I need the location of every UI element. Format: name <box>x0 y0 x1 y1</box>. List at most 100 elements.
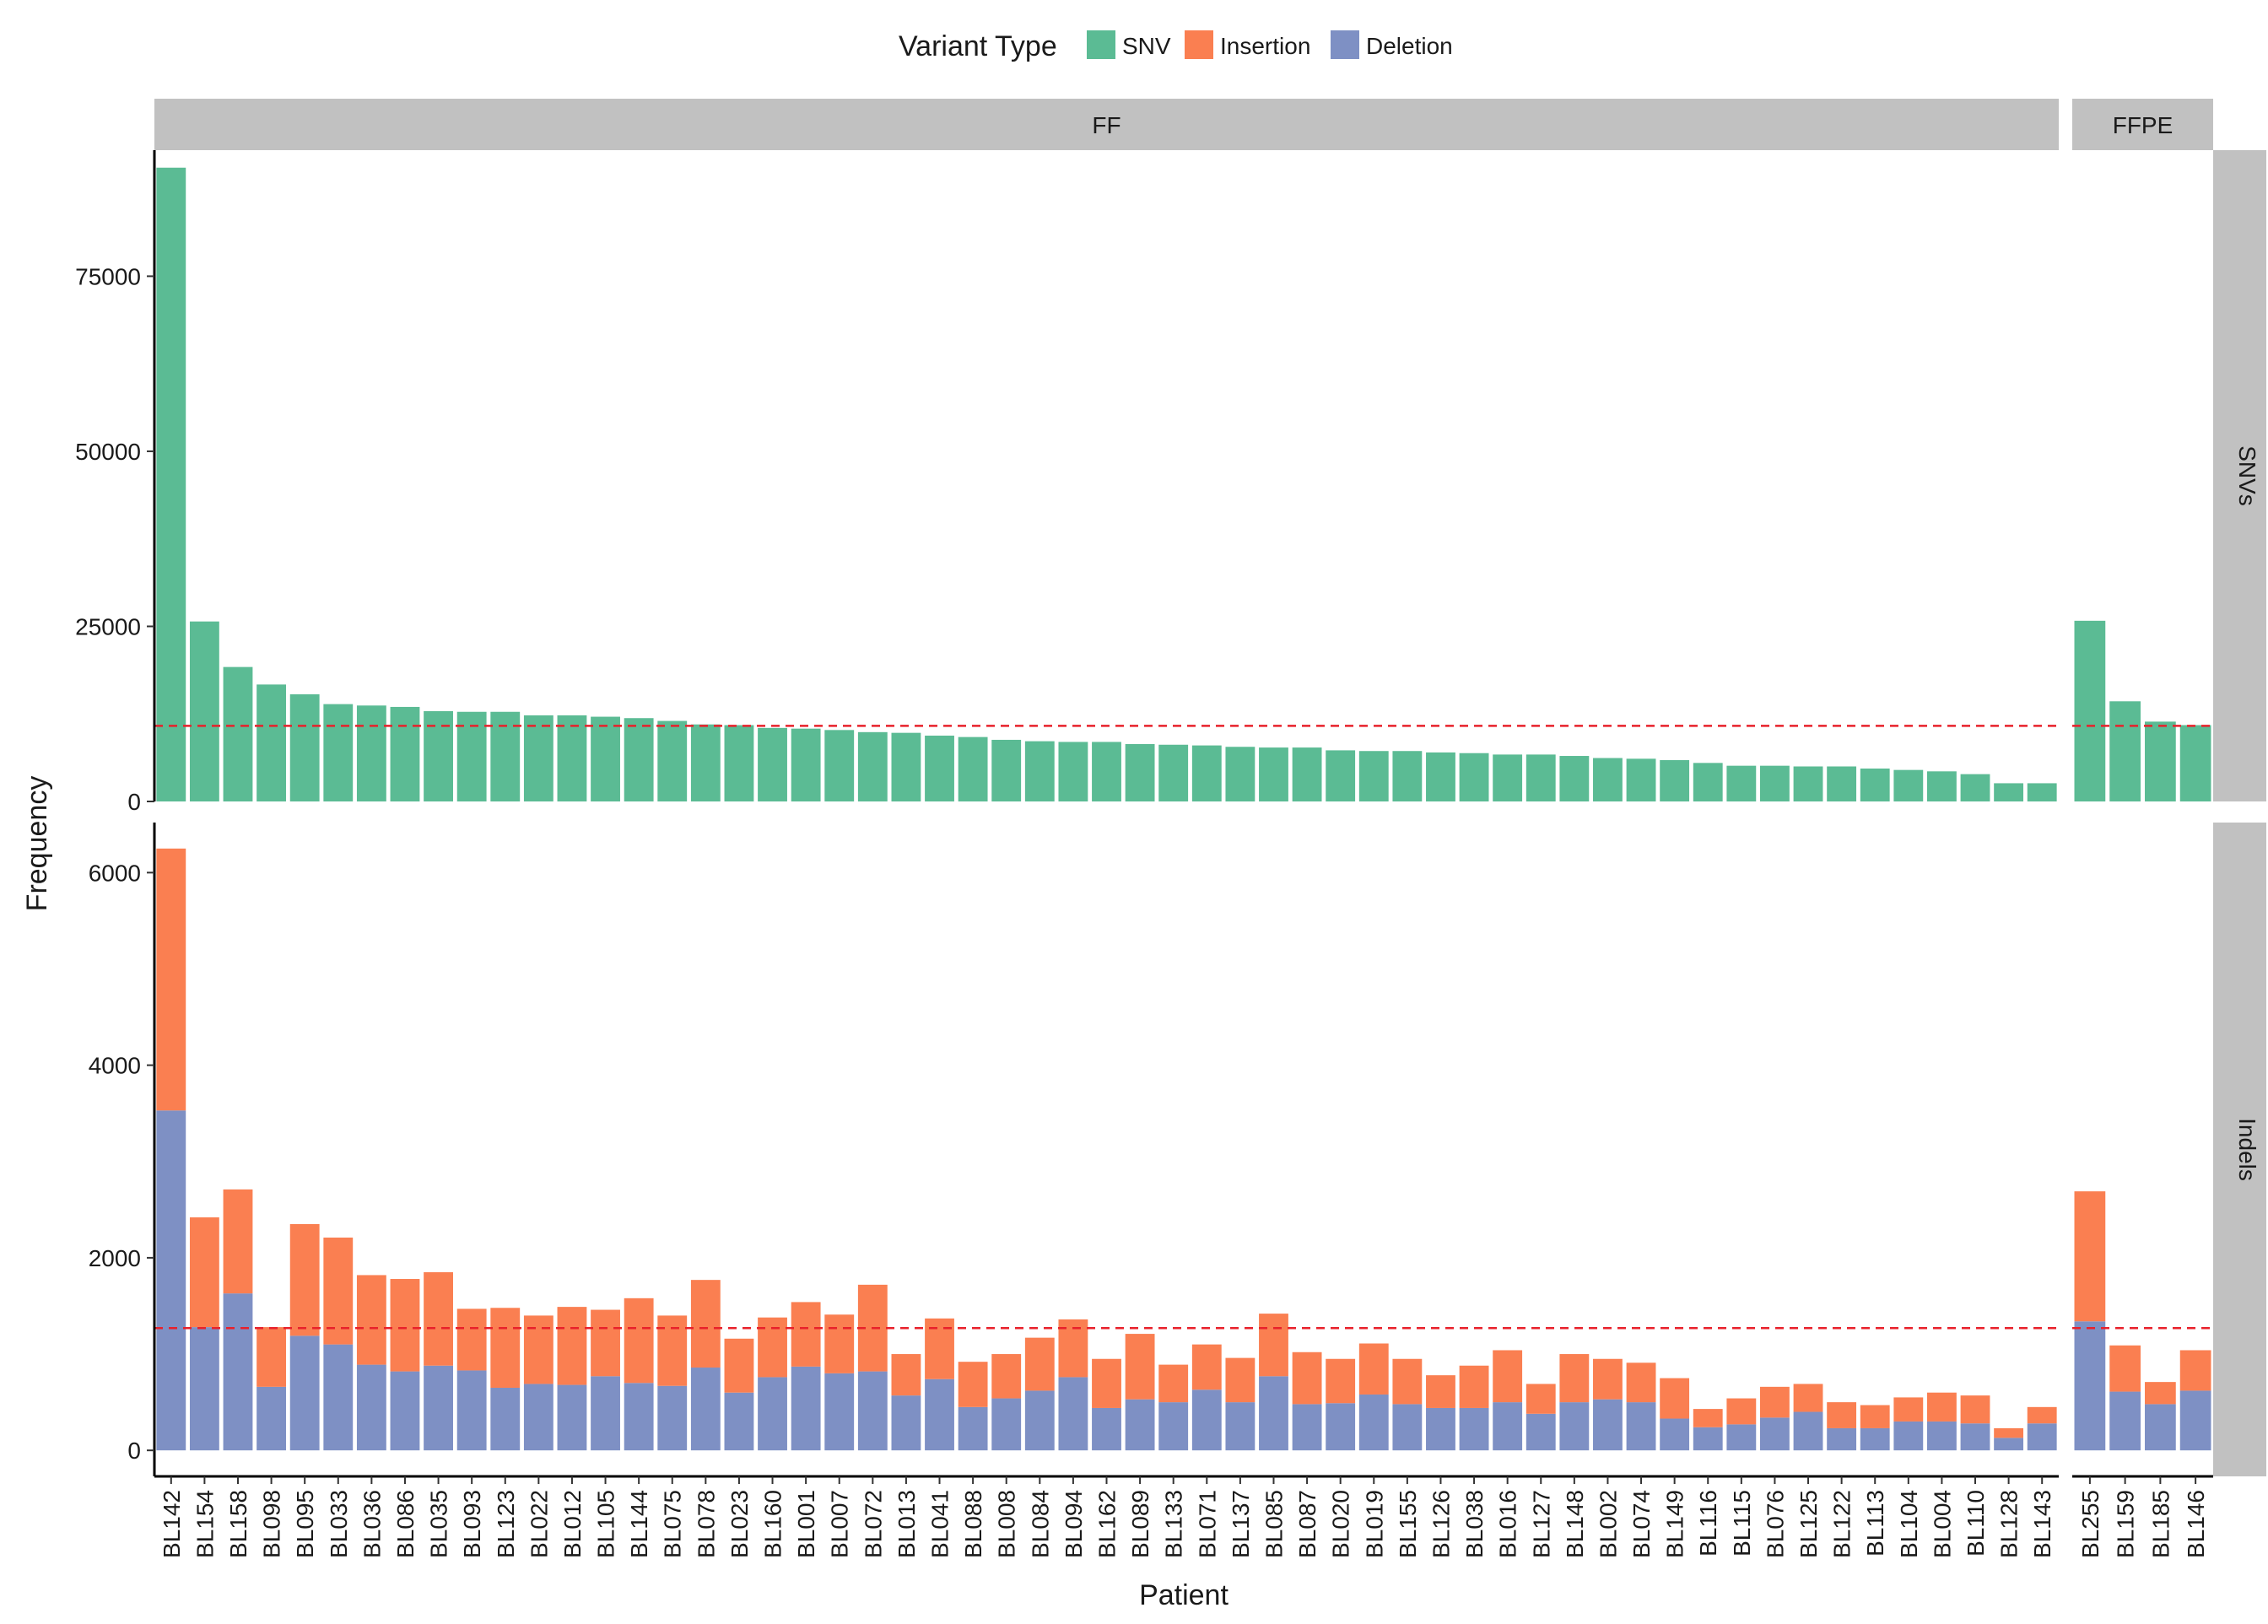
bar-insertion-bl162 <box>1092 1358 1121 1408</box>
bar-snv-bl255 <box>2074 620 2106 801</box>
bar-insertion-bl110 <box>1960 1395 1990 1424</box>
bar-deletion-bl016 <box>1493 1402 1523 1451</box>
bar-snv-bl110 <box>1960 774 1990 801</box>
bar-insertion-bl144 <box>624 1298 654 1384</box>
bar-deletion-bl013 <box>891 1395 921 1451</box>
bar-snv-bl016 <box>1493 754 1523 801</box>
bar-insertion-bl019 <box>1358 1343 1389 1395</box>
bar-snv-bl008 <box>991 739 1022 801</box>
strip-snvs <box>2213 150 2266 801</box>
y-axis-title: Frequency <box>21 776 53 912</box>
bar-insertion-bl122 <box>1827 1402 1857 1428</box>
bar-insertion-bl071 <box>1191 1344 1222 1390</box>
bar-insertion-bl013 <box>891 1354 921 1396</box>
bar-deletion-bl012 <box>557 1384 587 1451</box>
bar-deletion-bl123 <box>490 1387 521 1451</box>
x-tick-label-bl142: BL142 <box>159 1490 185 1558</box>
bar-snv-bl001 <box>791 728 821 801</box>
x-tick-label-bl104: BL104 <box>1896 1490 1922 1558</box>
bar-insertion-bl116 <box>1693 1409 1723 1427</box>
bar-snv-bl113 <box>1860 768 1890 801</box>
bar-insertion-bl085 <box>1259 1314 1288 1377</box>
facet-strips: FF FFPE SNVs Indels <box>154 99 2266 1476</box>
bar-insertion-bl004 <box>1926 1392 1957 1422</box>
x-tick-label-bl137: BL137 <box>1228 1490 1254 1558</box>
bar-snv-bl159 <box>2109 701 2141 801</box>
bar-insertion-bl086 <box>390 1279 420 1372</box>
x-tick-label-bl116: BL116 <box>1695 1490 1721 1557</box>
bar-insertion-bl154 <box>189 1217 219 1328</box>
bar-deletion-bl185 <box>2145 1404 2176 1451</box>
bar-snv-bl074 <box>1626 758 1656 801</box>
bar-deletion-bl001 <box>791 1366 821 1451</box>
bar-snv-bl116 <box>1693 763 1723 801</box>
x-tick-label-bl159: BL159 <box>2113 1490 2139 1558</box>
x-tick-label-bl004: BL004 <box>1929 1490 1955 1558</box>
bar-deletion-bl075 <box>657 1385 688 1451</box>
bar-insertion-bl093 <box>456 1308 487 1371</box>
bar-deletion-bl154 <box>189 1327 219 1451</box>
x-tick-label-bl075: BL075 <box>660 1490 686 1558</box>
bar-insertion-bl035 <box>424 1272 453 1366</box>
bar-snv-bl144 <box>624 718 654 801</box>
bar-insertion-bl158 <box>223 1189 253 1294</box>
x-tick-label-bl019: BL019 <box>1361 1490 1387 1558</box>
x-tick-label-bl123: BL123 <box>493 1490 519 1558</box>
x-tick-label-bl013: BL013 <box>894 1490 920 1558</box>
bar-deletion-bl142 <box>156 1110 186 1451</box>
x-tick-label-bl155: BL155 <box>1395 1490 1421 1558</box>
bar-insertion-bl142 <box>156 848 186 1111</box>
x-tick-label-bl185: BL185 <box>2147 1490 2174 1558</box>
bar-snv-bl088 <box>958 736 988 801</box>
x-tick-label-bl078: BL078 <box>693 1490 719 1558</box>
bar-snv-bl154 <box>189 621 219 801</box>
bar-insertion-bl133 <box>1158 1364 1189 1403</box>
bar-insertion-bl076 <box>1760 1386 1790 1418</box>
x-tick-label-bl113: BL113 <box>1862 1490 1888 1557</box>
bar-deletion-bl089 <box>1125 1399 1155 1451</box>
x-tick-label-bl158: BL158 <box>225 1490 251 1558</box>
panel-indels-ffpe <box>2072 1191 2213 1451</box>
bar-deletion-bl038 <box>1459 1407 1489 1451</box>
strip-label-ff: FF <box>1092 112 1120 138</box>
bar-snv-bl072 <box>857 731 888 801</box>
bar-snv-bl137 <box>1225 747 1256 801</box>
x-tick-label-bl093: BL093 <box>459 1490 485 1558</box>
bar-deletion-bl127 <box>1526 1413 1556 1451</box>
x-tick-label-bl098: BL098 <box>259 1490 285 1558</box>
x-tick-label-bl127: BL127 <box>1528 1490 1554 1558</box>
bar-deletion-bl255 <box>2074 1321 2106 1451</box>
bar-insertion-bl087 <box>1292 1352 1322 1405</box>
bar-snv-bl125 <box>1793 766 1823 801</box>
bar-insertion-bl155 <box>1392 1358 1423 1405</box>
bar-deletion-bl035 <box>424 1365 453 1451</box>
bar-deletion-bl113 <box>1860 1427 1890 1451</box>
x-tick-label-bl087: BL087 <box>1294 1490 1320 1558</box>
x-tick-label-bl001: BL001 <box>793 1490 819 1558</box>
x-tick-label-bl012: BL012 <box>559 1490 586 1558</box>
bar-insertion-bl036 <box>356 1275 386 1365</box>
bar-snv-bl094 <box>1058 742 1088 801</box>
bar-insertion-bl255 <box>2074 1191 2106 1322</box>
bar-deletion-bl036 <box>356 1364 386 1451</box>
bar-deletion-bl122 <box>1827 1427 1857 1451</box>
x-tick-label-bl128: BL128 <box>1996 1490 2022 1558</box>
bar-deletion-bl086 <box>390 1371 420 1451</box>
bar-snv-bl013 <box>891 732 921 801</box>
bar-deletion-bl105 <box>591 1376 620 1451</box>
bar-deletion-bl084 <box>1024 1390 1055 1451</box>
bar-snv-bl162 <box>1092 742 1121 801</box>
x-tick-label-bl088: BL088 <box>960 1490 986 1558</box>
x-tick-label-bl086: BL086 <box>392 1490 418 1558</box>
strip-indels <box>2213 823 2266 1476</box>
bar-snv-bl038 <box>1459 753 1489 801</box>
panel-indels-ff <box>154 848 2059 1451</box>
bar-insertion-bl143 <box>2027 1406 2057 1424</box>
bar-snv-bl033 <box>323 704 354 801</box>
bar-insertion-bl128 <box>1994 1427 2024 1438</box>
bar-deletion-bl095 <box>289 1335 320 1451</box>
bar-deletion-bl144 <box>624 1383 654 1451</box>
bar-snv-bl022 <box>523 715 554 801</box>
bar-deletion-bl110 <box>1960 1423 1990 1451</box>
bar-deletion-bl071 <box>1191 1389 1222 1451</box>
